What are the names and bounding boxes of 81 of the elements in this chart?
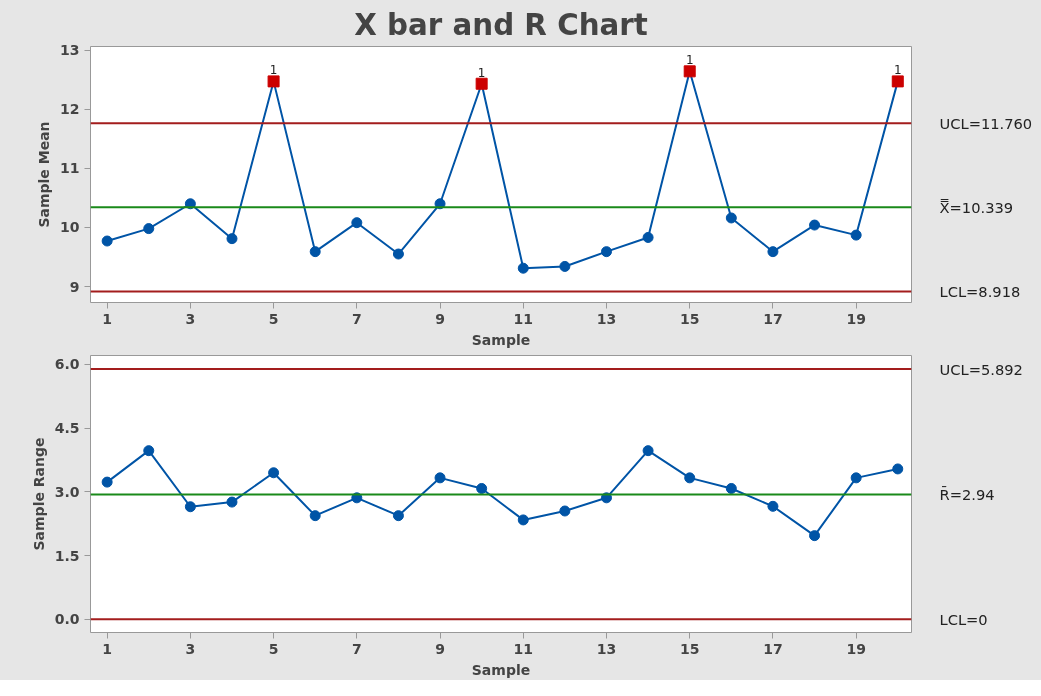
- point: [559, 260, 571, 272]
- ref-line-label: LCL=8.918: [939, 282, 1021, 300]
- x-tick-label: 1: [102, 640, 113, 657]
- point: [683, 65, 696, 78]
- x-tick-label: 13: [596, 640, 617, 657]
- annotation: 1: [477, 65, 486, 80]
- point: [809, 530, 821, 542]
- point: [392, 248, 404, 260]
- point: [475, 77, 488, 90]
- point: [517, 514, 529, 526]
- y-tick-label: 6.0: [54, 356, 80, 373]
- point: [850, 229, 862, 241]
- y-tick-label: 9: [69, 278, 80, 295]
- x-tick-label: 9: [435, 310, 445, 327]
- x-tick-label: 19: [846, 640, 866, 657]
- point: [268, 467, 280, 479]
- point: [725, 482, 737, 494]
- x-tick-label: 15: [679, 640, 700, 657]
- x-axis-title: Sample: [471, 331, 531, 348]
- point: [642, 445, 654, 457]
- point: [725, 212, 737, 224]
- point: [143, 445, 155, 457]
- x-tick-label: 5: [268, 640, 279, 657]
- point: [559, 505, 571, 517]
- y-tick-label: 0.0: [54, 611, 80, 628]
- x-tick-label: 7: [351, 310, 362, 327]
- point: [267, 75, 280, 88]
- point: [309, 510, 321, 522]
- point: [891, 75, 904, 88]
- y-tick-label: 12: [60, 101, 80, 118]
- point: [434, 472, 446, 484]
- point: [392, 510, 404, 522]
- x-tick-label: 5: [268, 310, 279, 327]
- x-tick-label: 13: [596, 310, 617, 327]
- point: [184, 501, 196, 513]
- point: [767, 246, 779, 258]
- x-tick-label: 1: [102, 310, 113, 327]
- x-tick-label: 9: [435, 640, 445, 657]
- point: [226, 233, 238, 245]
- point: [600, 246, 612, 258]
- point: [809, 219, 821, 231]
- x-tick-label: 19: [846, 310, 866, 327]
- x-axis-title: Sample: [471, 661, 531, 678]
- point: [143, 223, 155, 235]
- annotation: 1: [893, 63, 902, 78]
- point: [892, 463, 904, 475]
- chart-title: X bar and R Chart: [354, 7, 648, 42]
- ref-line-label: X̿=10.339: [939, 198, 1014, 216]
- y-tick-label: 4.5: [54, 420, 80, 437]
- ref-line-label: R̄=2.94: [939, 485, 995, 503]
- point: [517, 262, 529, 274]
- x-tick-label: 17: [763, 640, 783, 657]
- x-tick-label: 17: [763, 310, 783, 327]
- point: [684, 472, 696, 484]
- point: [642, 231, 654, 243]
- point: [850, 472, 862, 484]
- x-tick-label: 15: [679, 310, 700, 327]
- x-tick-label: 7: [351, 640, 362, 657]
- annotation: 1: [685, 53, 694, 68]
- point: [101, 476, 113, 488]
- point: [309, 246, 321, 258]
- y-axis-title: Sample Mean: [36, 121, 53, 228]
- point: [101, 235, 113, 247]
- y-tick-label: 11: [60, 160, 80, 177]
- point: [351, 217, 363, 229]
- x-tick-label: 11: [513, 640, 534, 657]
- x-tick-label: 3: [185, 640, 196, 657]
- point: [767, 500, 779, 512]
- y-axis-title: Sample Range: [30, 437, 47, 551]
- ref-line-label: UCL=11.760: [939, 114, 1033, 132]
- y-tick-label: 3.0: [54, 483, 80, 500]
- point: [476, 482, 488, 494]
- x-tick-label: 3: [185, 310, 196, 327]
- ref-line-label: UCL=5.892: [939, 360, 1023, 378]
- y-tick-label: 10: [60, 219, 80, 236]
- y-tick-label: 1.5: [54, 547, 80, 564]
- x-tick-label: 11: [513, 310, 534, 327]
- y-tick-label: 13: [60, 42, 80, 59]
- ref-line-label: LCL=0: [939, 610, 988, 628]
- annotation: 1: [269, 63, 278, 78]
- point: [226, 496, 238, 508]
